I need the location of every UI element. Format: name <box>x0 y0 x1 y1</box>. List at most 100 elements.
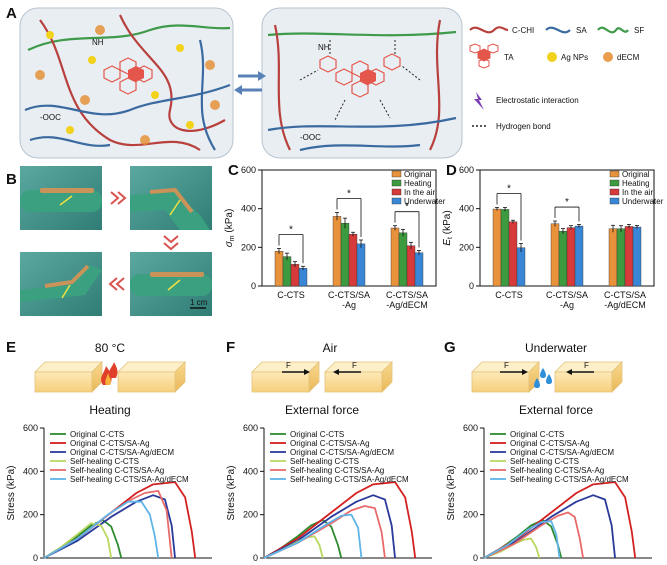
bar-heating <box>282 256 292 287</box>
panel-a: A <box>6 5 644 159</box>
series-line-self-healing-c-cts <box>43 522 113 559</box>
bar-heating <box>398 232 408 287</box>
transition-arrows <box>234 71 266 95</box>
legend-swatch-in-the-air <box>391 188 402 196</box>
x-tick-label: C-CTS <box>277 290 305 300</box>
y-tick-label: 0 <box>251 281 256 291</box>
sf-chain-right <box>267 30 457 37</box>
legend-decm-label: dECM <box>617 53 640 62</box>
bar-heating <box>558 231 568 287</box>
cchi-chain-left-1 <box>39 19 201 151</box>
series-line-original-c-cts-sa-ag-decm <box>43 494 176 559</box>
legend-label: Original C-CTS <box>290 430 344 439</box>
legend-sf-line <box>597 26 629 34</box>
photo-2 <box>130 166 212 230</box>
photo-1 <box>20 166 102 230</box>
legend-label: Original C-CTS/SA-Ag <box>510 439 590 448</box>
bar-in-the-air <box>566 227 576 287</box>
photo-3 <box>20 252 102 316</box>
y-tick-label: 600 <box>23 423 38 433</box>
nh-label-right: NH <box>318 43 330 52</box>
legend-cchi-line <box>469 26 509 34</box>
bar-underwater <box>632 226 642 287</box>
panel-label-d: D <box>446 162 457 179</box>
bar-underwater <box>516 247 526 287</box>
cchi-chain-right-1 <box>273 24 291 151</box>
legend-label: Self-healing C-CTS/SA-Ag/dECM <box>290 475 409 484</box>
panel-label-e: E <box>6 339 16 356</box>
x-tick-label: C-CTS/SA <box>604 290 646 300</box>
bar-in-the-air <box>406 245 416 287</box>
legend-label: Self-healing C-CTS/SA-Ag/dECM <box>70 475 189 484</box>
scene-g-top-label: Underwater <box>525 341 587 355</box>
y-axis-label-subscript: m <box>229 235 236 241</box>
legend-label: Self-healing C-CTS <box>510 457 579 466</box>
scene-e-bottom-label: Heating <box>89 403 130 417</box>
legend-sa-label: SA <box>576 26 587 35</box>
ta-rings-right <box>319 53 401 98</box>
bar-in-the-air <box>348 233 358 287</box>
significance-star: * <box>347 189 351 200</box>
y-axis-label: Et (kPa) <box>442 210 454 245</box>
legend-label-underwater: Underwater <box>404 197 446 206</box>
legend-label-heating: Heating <box>404 179 432 188</box>
scale-bar-label: 1 cm <box>190 298 208 307</box>
photo-4: 1 cm <box>130 252 212 316</box>
legend-label: Original C-CTS/SA-Ag/dECM <box>70 448 174 457</box>
legend-label: Original C-CTS/SA-Ag <box>290 439 370 448</box>
sa-chain-left-2 <box>29 136 111 147</box>
legend-cchi-label: C-CHI <box>512 26 534 35</box>
bar-underwater <box>356 243 366 287</box>
sa-chain-left-1 <box>24 83 231 116</box>
y-tick-label: 400 <box>241 204 256 214</box>
legend-sa-line <box>545 26 571 34</box>
force-label-g-right: F <box>584 361 589 370</box>
bar-original <box>274 250 284 287</box>
legend-label: Self-healing C-CTS/SA-Ag <box>510 466 604 475</box>
bar-original <box>390 227 400 287</box>
bar-underwater <box>574 225 584 287</box>
bar-underwater <box>298 268 308 287</box>
x-tick-label: C-CTS/SA <box>546 290 588 300</box>
photo-flow-arrows <box>108 191 179 291</box>
y-tick-label: 200 <box>459 242 474 252</box>
panel-label-b: B <box>6 171 17 188</box>
panel-b: B 1 cm <box>6 166 212 316</box>
nh-label-left: NH <box>92 38 104 47</box>
series-line-original-c-cts-sa-ag <box>263 481 417 559</box>
series-line-self-healing-c-cts <box>483 537 541 559</box>
water-drop-icons <box>534 368 552 388</box>
y-tick-label: 200 <box>241 242 256 252</box>
cchi-chain-right-2 <box>429 19 442 151</box>
network-left <box>24 14 231 151</box>
y-tick-label: 600 <box>463 423 478 433</box>
legend-label: Original C-CTS/SA-Ag <box>70 439 150 448</box>
sa-chain-right <box>267 116 457 132</box>
series-line-self-healing-c-cts-sa-ag-decm <box>43 500 160 559</box>
legend-swatch-in-the-air <box>609 188 620 196</box>
schematic-box-right <box>261 7 463 159</box>
bar-heating <box>340 222 350 287</box>
bar-heating <box>500 209 510 287</box>
y-tick-label: 400 <box>243 466 258 476</box>
x-tick-label: -Ag <box>342 300 356 310</box>
x-tick-label: C-CTS/SA <box>386 290 428 300</box>
scene-f-bottom-label: External force <box>285 403 359 417</box>
panel-label-a: A <box>6 5 17 22</box>
hbond-lines-right <box>299 40 421 121</box>
legend-swatch-heating <box>609 179 620 187</box>
legend-label: Self-healing C-CTS/SA-Ag/dECM <box>510 475 629 484</box>
bar-in-the-air <box>290 264 300 287</box>
legend-label: Self-healing C-CTS <box>290 457 359 466</box>
scene-e-top-label: 80 °C <box>95 341 125 355</box>
bar-original <box>332 216 342 287</box>
y-tick-label: 600 <box>243 423 258 433</box>
schematic-box-left <box>19 7 234 159</box>
panel-label-f: F <box>226 339 235 356</box>
coo-label-right: -OOC <box>300 133 321 142</box>
scene-f: F Air F F External force <box>226 339 393 417</box>
series-line-self-healing-c-cts-sa-ag <box>483 511 585 559</box>
panel-label-c: C <box>228 162 239 179</box>
